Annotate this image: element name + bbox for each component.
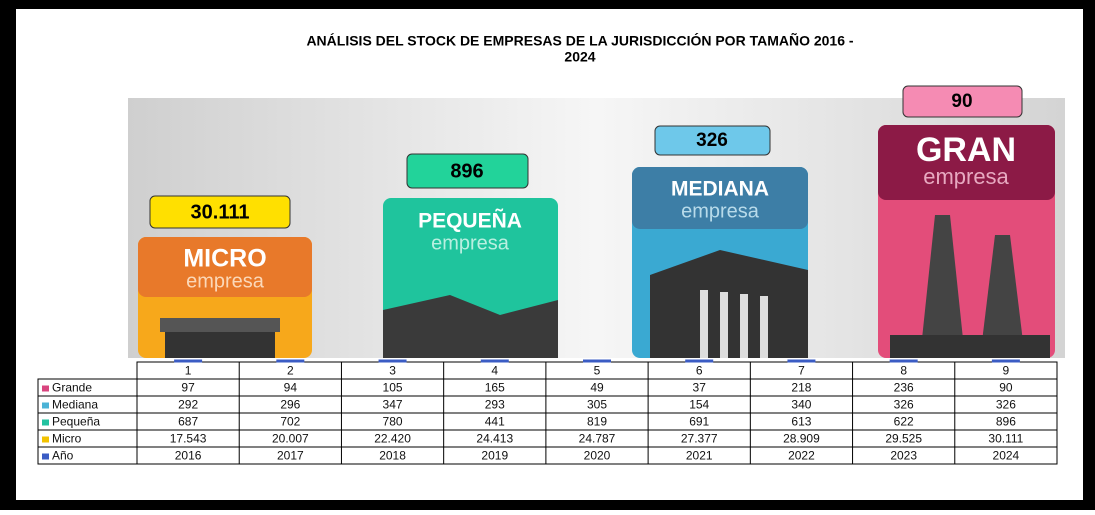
table-cell: 49 xyxy=(590,381,604,395)
legend-swatch xyxy=(42,402,49,409)
table-cell: 293 xyxy=(485,398,505,412)
table-cell: 22.420 xyxy=(374,432,411,446)
table-cell: 2019 xyxy=(481,449,508,463)
panel-title: MEDIANA xyxy=(671,178,769,201)
table-cell: 2022 xyxy=(788,449,815,463)
column-header: 3 xyxy=(389,364,396,378)
table-cell: 28.909 xyxy=(783,432,820,446)
column-header: 6 xyxy=(696,364,703,378)
table-cell: 2021 xyxy=(686,449,713,463)
legend-swatch xyxy=(42,385,49,392)
table-cell: 687 xyxy=(178,415,198,429)
table-cell: 20.007 xyxy=(272,432,309,446)
table-cell: 97 xyxy=(181,381,195,395)
table-cell: 165 xyxy=(485,381,505,395)
row-label: Grande xyxy=(52,381,92,395)
table-cell: 24.413 xyxy=(476,432,513,446)
column-header: 9 xyxy=(1003,364,1010,378)
row-label: Mediana xyxy=(52,398,98,412)
table-cell: 296 xyxy=(280,398,300,412)
table-cell: 305 xyxy=(587,398,607,412)
table-cell: 622 xyxy=(894,415,914,429)
table-cell: 2020 xyxy=(584,449,611,463)
panel-title: MICRO xyxy=(183,245,266,273)
badge xyxy=(654,125,771,156)
table-cell: 154 xyxy=(689,398,709,412)
table-cell: 441 xyxy=(485,415,505,429)
table-cell: 347 xyxy=(383,398,403,412)
badge xyxy=(902,85,1023,118)
panel-subtitle: empresa xyxy=(186,270,265,292)
table-cell: 2018 xyxy=(379,449,406,463)
badge-value: 30.111 xyxy=(191,201,250,223)
row-label: Año xyxy=(52,449,74,463)
column-header: 8 xyxy=(900,364,907,378)
table-cell: 24.787 xyxy=(579,432,616,446)
badge-value: 90 xyxy=(951,91,972,112)
table-cell: 29.525 xyxy=(885,432,922,446)
table-cell: 292 xyxy=(178,398,198,412)
panel-title: GRAN xyxy=(916,131,1016,169)
table-cell: 2017 xyxy=(277,449,304,463)
table-cell: 94 xyxy=(284,381,298,395)
table-cell: 105 xyxy=(383,381,403,395)
table-cell: 236 xyxy=(894,381,914,395)
mediana-panel: MEDIANA empresa xyxy=(632,167,808,358)
badge-value: 896 xyxy=(450,160,483,182)
table-cell: 326 xyxy=(894,398,914,412)
table-cell: 2023 xyxy=(890,449,917,463)
table-cell: 30.111 xyxy=(988,432,1023,446)
pequena-panel: PEQUEÑA empresa xyxy=(383,198,558,358)
data-table: 1 2 3 4 5 6 7 8 9 Grande 97 94 105 165 49 37 218 236 90 Med… xyxy=(37,359,1058,465)
panel-subtitle: empresa xyxy=(681,200,760,222)
panel-subtitle: empresa xyxy=(923,164,1009,189)
table-cell: 2024 xyxy=(993,449,1020,463)
chart-title: ANÁLISIS DEL STOCK DE EMPRESAS DE LA JUR… xyxy=(306,32,853,49)
table-cell: 17.543 xyxy=(170,432,207,446)
table-cell: 37 xyxy=(693,381,707,395)
table-cell: 896 xyxy=(996,415,1016,429)
table-cell: 613 xyxy=(791,415,811,429)
chart-title: 2024 xyxy=(564,49,595,65)
table-cell: 691 xyxy=(689,415,709,429)
badge-value: 326 xyxy=(696,130,728,151)
row-label: Pequeña xyxy=(52,415,100,429)
panel-subtitle: empresa xyxy=(431,232,510,254)
micro-panel: MICRO empresa xyxy=(138,237,312,358)
row-label: Micro xyxy=(52,432,82,446)
badge xyxy=(406,153,529,189)
legend-swatch xyxy=(42,419,49,426)
table-cell: 819 xyxy=(587,415,607,429)
panel-title: PEQUEÑA xyxy=(418,210,522,233)
table-cell: 702 xyxy=(280,415,300,429)
table-cell: 90 xyxy=(999,381,1013,395)
table-cell: 780 xyxy=(383,415,403,429)
legend-swatch xyxy=(42,436,49,443)
table-cell: 218 xyxy=(791,381,811,395)
table-cell: 340 xyxy=(791,398,811,412)
column-header: 7 xyxy=(798,364,805,378)
column-header: 1 xyxy=(185,364,192,378)
column-header: 2 xyxy=(287,364,294,378)
table-cell: 27.377 xyxy=(681,432,718,446)
table-border xyxy=(37,378,1058,465)
table-cell: 2016 xyxy=(175,449,202,463)
badge xyxy=(149,195,291,229)
column-header: 5 xyxy=(594,364,601,378)
gran-panel: GRAN empresa xyxy=(878,125,1055,358)
legend-swatch xyxy=(42,453,49,460)
table-cell: 326 xyxy=(996,398,1016,412)
column-header: 4 xyxy=(491,364,498,378)
